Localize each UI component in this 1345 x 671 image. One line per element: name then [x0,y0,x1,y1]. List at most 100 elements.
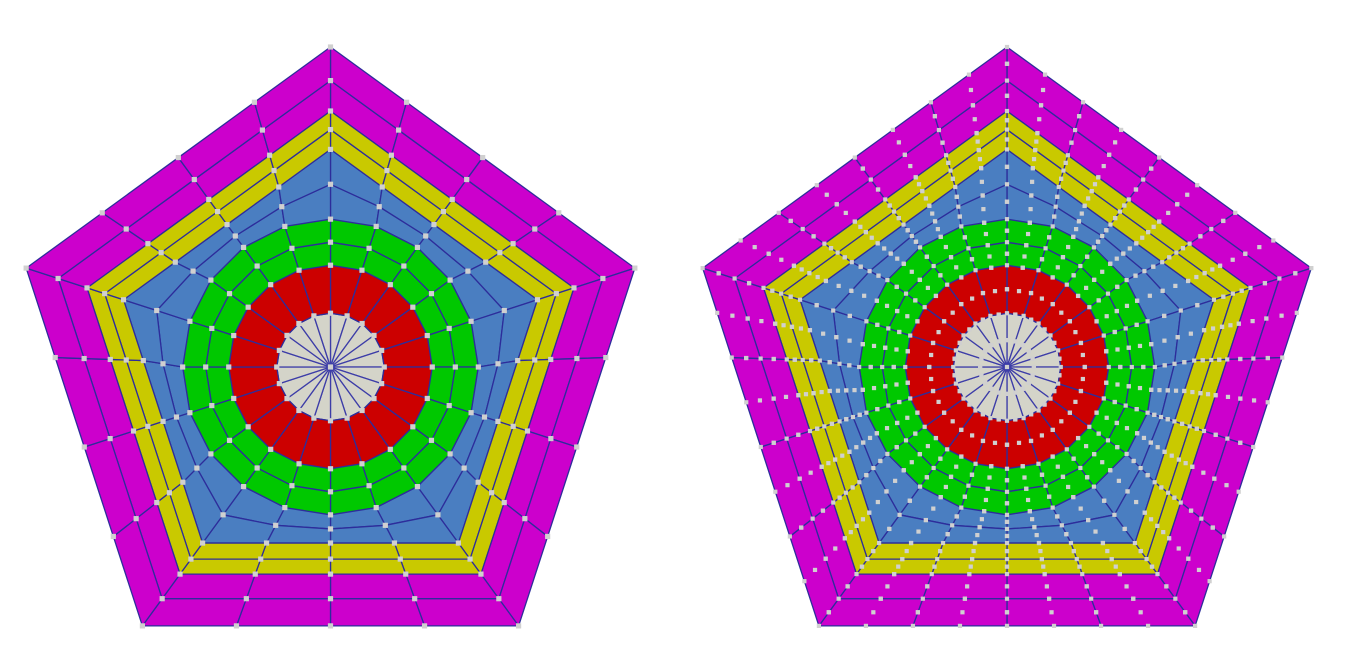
mesh-node [391,540,398,546]
mesh-node [107,436,113,442]
mesh-node [752,245,757,250]
mesh-node [455,540,461,546]
mesh-node [833,546,838,551]
mesh-node [571,285,577,291]
mesh-node [1059,176,1064,181]
mesh-node [1133,187,1139,192]
mesh-node [1187,241,1192,246]
mesh-node [918,245,923,250]
mesh-node [913,298,918,303]
mesh-node [381,364,387,370]
mesh-node [930,388,936,394]
mesh-node [1004,147,1010,152]
mesh-node [961,396,966,401]
mesh-node [1082,364,1087,370]
mesh-node [950,523,955,528]
mesh-node [284,332,290,338]
mesh-node [875,241,880,246]
mesh-node [465,268,471,274]
mesh-node [1187,424,1192,429]
mesh-node [1039,257,1045,262]
mesh-node [1228,323,1233,328]
mesh-node [1071,548,1076,554]
mesh-node [732,276,737,281]
mesh-node [844,388,849,393]
mesh-node [901,468,906,473]
mesh-node [1155,445,1160,450]
mesh-node [403,99,410,105]
mesh-node [1250,319,1255,324]
mesh-node [807,428,813,434]
mesh-node [822,424,827,429]
mesh-node [905,314,910,319]
mesh-node [1096,175,1101,180]
mesh-node [843,490,848,495]
mesh-node [1004,512,1010,517]
mesh-node [120,297,127,303]
mesh-node [327,310,334,316]
mesh-node [274,364,280,370]
mesh-node [871,610,876,615]
mesh-node [962,494,967,499]
mesh-node [811,234,816,239]
mesh-node [1084,285,1089,290]
mesh-node [927,203,932,208]
mesh-node [232,233,238,239]
mesh-node [154,307,160,314]
mesh-node [878,596,883,601]
mesh-node [1251,356,1256,361]
mesh-node [446,325,452,332]
mesh-node [875,322,880,327]
mesh-node [1102,498,1107,503]
mesh-node [1105,548,1110,554]
mesh-node [989,464,994,469]
mesh-node [773,489,778,494]
mesh-node [1122,203,1127,208]
mesh-node [1142,510,1147,515]
mesh-node [158,250,164,256]
mesh-node [900,556,905,562]
mesh-node [600,275,606,282]
mesh-node [1004,137,1010,142]
mesh-node [1108,468,1113,473]
mesh-node [1050,224,1055,229]
mesh-node [1071,273,1076,278]
mesh-node [1176,546,1181,551]
mesh-node [1079,211,1084,216]
mesh-node [327,540,334,546]
mesh-node [1004,489,1010,494]
mesh-node [894,284,899,289]
mesh-node [970,556,975,562]
mesh-node [251,99,258,105]
mesh-node [1094,319,1099,324]
mesh-node [387,282,393,288]
mesh-node [1026,349,1031,354]
mesh-node [761,285,766,290]
mesh-node [943,244,948,250]
mesh-node [545,533,551,540]
mesh-node [1096,431,1101,436]
mesh-node [913,431,918,436]
mesh-node [1092,452,1097,457]
mesh-node [81,444,87,450]
mesh-node [908,163,913,169]
mesh-node [1190,389,1195,395]
mesh-node [276,184,282,190]
mesh-node [55,275,61,282]
mesh-node [1151,264,1156,269]
mesh-node [1064,532,1069,537]
mesh-node [515,623,522,629]
mesh-node [854,572,859,577]
mesh-node [812,567,818,573]
mesh-node [789,324,795,329]
mesh-node [327,364,334,370]
mesh-node [1116,478,1121,483]
mesh-node [208,451,214,457]
mesh-node [130,428,137,434]
mesh-node [1188,331,1193,336]
mesh-node [884,426,890,431]
quadratic-pentagon-mesh [700,44,1314,628]
mesh-node [548,436,554,442]
mesh-node [930,340,936,346]
mesh-node [1167,536,1172,541]
